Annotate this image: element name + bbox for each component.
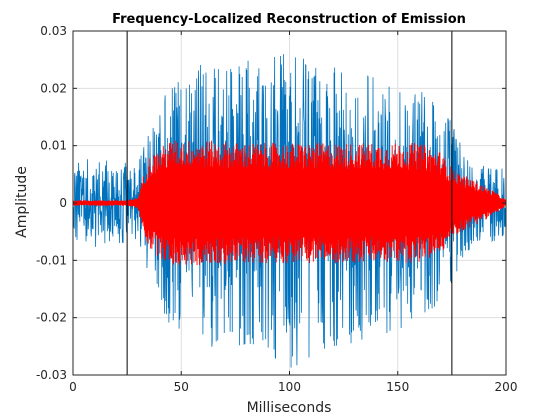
x-tick-label: 50: [174, 380, 189, 394]
ticks: 0 50 100 150 200 -0.03 -0.02 -0.01 0 0.01 0.02 0.03: [36, 24, 518, 394]
series-line-red: [72, 140, 507, 266]
y-tick-label: 0.03: [40, 24, 67, 38]
y-tick-label: 0.01: [40, 139, 67, 153]
vertical-markers: [126, 31, 453, 375]
y-tick-label: -0.03: [36, 368, 67, 382]
x-tick-label: 150: [386, 380, 409, 394]
x-tick-label: 0: [69, 380, 77, 394]
y-tick-label: -0.02: [36, 311, 67, 325]
plot-area: 0 50 100 150 200 -0.03 -0.02 -0.01 0 0.01 0.02 0.03: [36, 24, 518, 394]
y-tick-label: 0.02: [40, 81, 67, 95]
x-tick-label: 200: [495, 380, 518, 394]
y-tick-label: 0: [59, 196, 67, 210]
chart-title: Frequency-Localized Reconstruction of Em…: [112, 12, 466, 27]
x-axis-label: Milliseconds: [247, 400, 332, 416]
y-tick-label: -0.01: [36, 253, 67, 267]
series-layer: [72, 54, 507, 368]
y-axis-label: Amplitude: [14, 166, 30, 238]
x-tick-label: 100: [278, 380, 301, 394]
